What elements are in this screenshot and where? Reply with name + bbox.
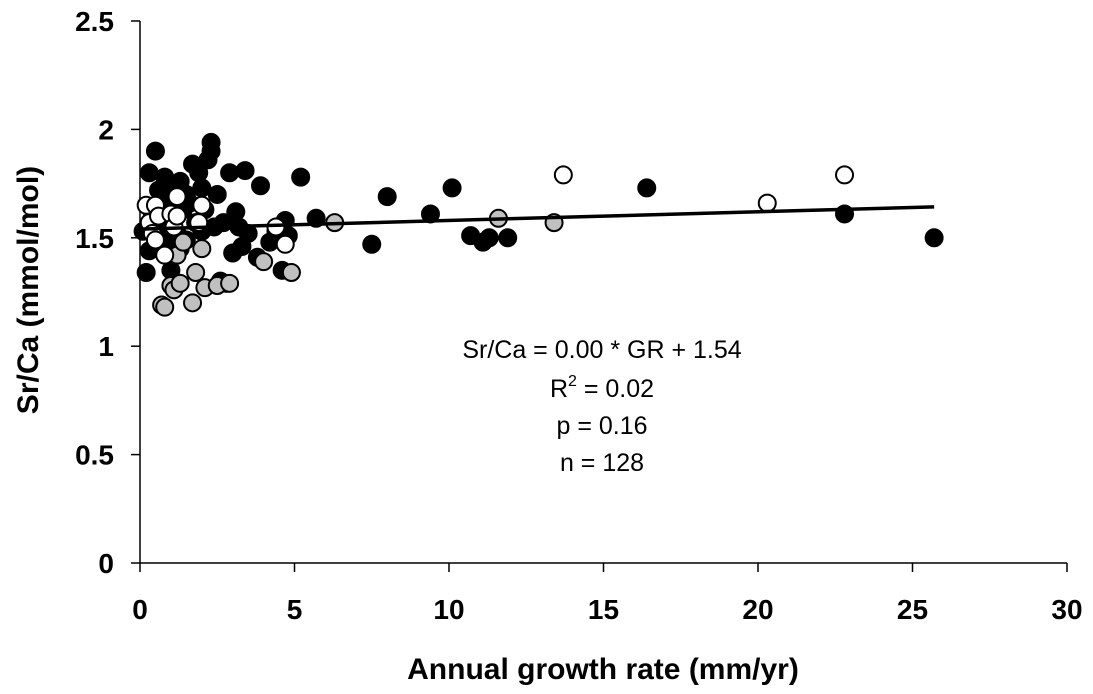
data-point [637, 178, 657, 198]
data-point [235, 161, 255, 181]
y-tick-label: 0.5 [75, 440, 114, 471]
x-tick-label: 20 [742, 594, 773, 625]
r-symbol: R [550, 375, 568, 403]
x-axis-title: Annual growth rate (mm/yr) [407, 653, 799, 686]
data-point [275, 234, 295, 254]
y-tick-label: 2.5 [75, 6, 114, 37]
data-point [173, 232, 193, 252]
x-tick-label: 0 [132, 594, 148, 625]
data-point [362, 234, 382, 254]
data-point [226, 202, 246, 222]
y-tick-label: 2 [98, 114, 114, 145]
y-tick-label: 1.5 [75, 223, 114, 254]
data-point [479, 228, 499, 248]
axes [131, 20, 1068, 572]
data-point [924, 228, 944, 248]
data-point [145, 141, 165, 161]
data-point [192, 239, 212, 259]
data-point [442, 178, 462, 198]
data-point [167, 206, 187, 226]
r-superscript: 2 [568, 373, 577, 390]
data-point [183, 293, 203, 313]
data-point [201, 141, 221, 161]
data-point [254, 252, 274, 272]
data-point [167, 187, 187, 207]
x-tick-label: 30 [1051, 594, 1082, 625]
data-point [835, 165, 855, 185]
data-point [139, 163, 159, 183]
data-point [207, 184, 227, 204]
y-axis-title: Sr/Ca (mmol/mol) [12, 166, 45, 414]
regression-equation: Sr/Ca = 0.00 * GR + 1.54 [462, 336, 741, 364]
data-points [133, 132, 944, 317]
data-point [136, 262, 156, 282]
data-point [757, 193, 777, 213]
data-point [281, 262, 301, 282]
data-point [498, 228, 518, 248]
data-point [186, 262, 206, 282]
x-tick-label: 10 [433, 594, 464, 625]
x-tick-label: 25 [897, 594, 928, 625]
p-value-label: p = 0.16 [556, 412, 647, 440]
data-point [145, 230, 165, 250]
data-point [192, 178, 212, 198]
data-point [377, 187, 397, 207]
data-point [291, 167, 311, 187]
data-point [251, 176, 271, 196]
y-tick-label: 1 [98, 331, 114, 362]
n-label: n = 128 [560, 449, 644, 477]
data-point [170, 273, 190, 293]
x-tick-label: 15 [588, 594, 619, 625]
data-point [192, 195, 212, 215]
data-point [220, 273, 240, 293]
data-point [220, 163, 240, 183]
r-squared-label: R2 = 0.02 [550, 373, 654, 403]
x-tick-label: 5 [287, 594, 303, 625]
trend-line [139, 205, 935, 231]
data-point [155, 245, 175, 265]
r-squared-value: = 0.02 [577, 375, 654, 403]
data-point [553, 165, 573, 185]
y-tick-label: 0 [98, 548, 114, 579]
regression-annotation: Sr/Ca = 0.00 * GR + 1.54 R2 = 0.02 p = 0… [462, 336, 741, 477]
tick-labels: 0 5 10 15 20 25 30 0 0.5 1 1.5 2 2.5 [75, 6, 1083, 625]
data-point [155, 297, 175, 317]
